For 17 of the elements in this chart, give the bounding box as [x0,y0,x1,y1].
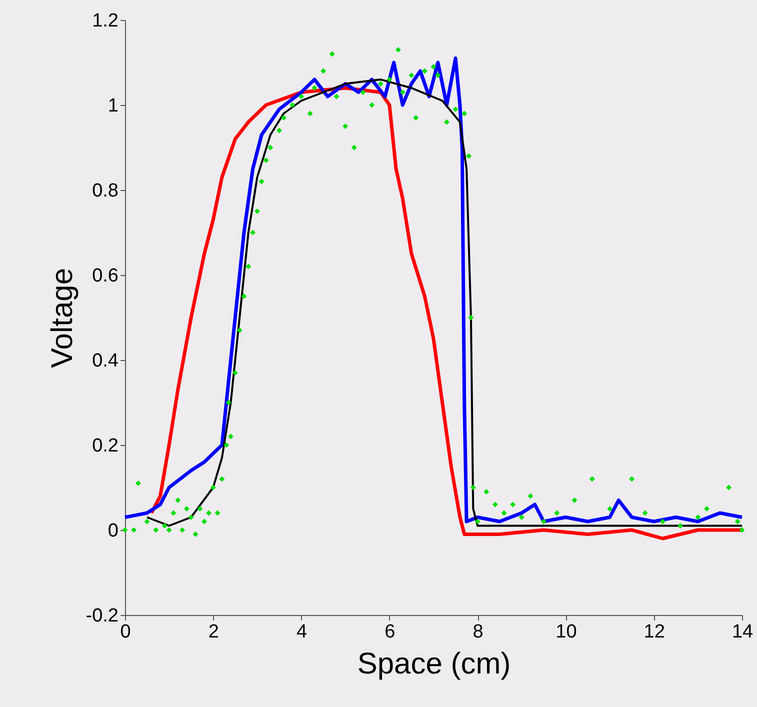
x-tick-label: 2 [208,622,219,642]
y-tick-label: 0 [108,520,118,542]
y-tick-label: 1.2 [92,10,118,32]
x-tick-label: 14 [732,622,754,642]
x-tick-label: 4 [296,622,308,642]
x-tick-label: 12 [644,622,665,642]
x-tick-label: 10 [556,622,577,642]
y-tick-label: 0.4 [92,350,119,372]
y-axis-title: Voltage [46,268,79,368]
y-tick-label: -0.2 [86,606,118,626]
y-tick-label: 1 [108,96,118,116]
y-tick-label: 0.6 [92,266,118,286]
x-axis-title: Space (cm) [357,648,511,680]
x-tick-label: 8 [472,622,484,642]
x-tick-label: 6 [384,622,396,642]
y-tick-label: 0.8 [92,180,118,202]
y-tick-label: 0.2 [92,436,118,456]
